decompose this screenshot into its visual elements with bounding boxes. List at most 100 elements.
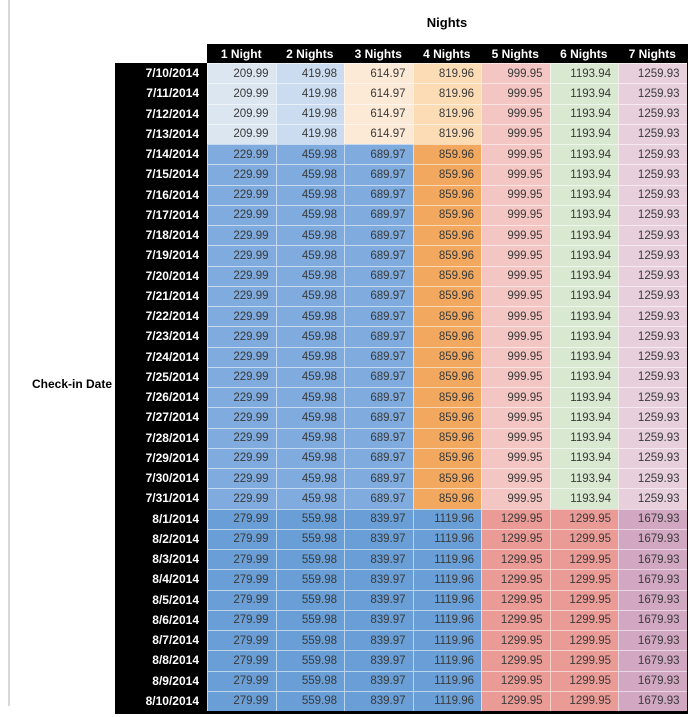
price-cell[interactable]: 559.98: [275, 650, 344, 671]
price-cell[interactable]: 1193.94: [549, 225, 618, 246]
price-cell[interactable]: 279.99: [207, 528, 276, 549]
price-cell[interactable]: 1299.95: [481, 670, 550, 691]
price-cell[interactable]: 859.96: [412, 285, 481, 306]
price-cell[interactable]: 1679.93: [618, 569, 687, 590]
row-date-cell[interactable]: 7/20/2014: [115, 265, 207, 286]
price-cell[interactable]: 1193.94: [549, 164, 618, 185]
price-cell[interactable]: 229.99: [207, 265, 276, 286]
price-cell[interactable]: 229.99: [207, 245, 276, 266]
price-cell[interactable]: 1299.95: [481, 549, 550, 570]
row-date-cell[interactable]: 8/2/2014: [115, 528, 207, 549]
price-cell[interactable]: 689.97: [344, 184, 413, 205]
price-cell[interactable]: 819.96: [412, 63, 481, 84]
price-cell[interactable]: 999.95: [481, 63, 550, 84]
price-cell[interactable]: 1679.93: [618, 630, 687, 651]
price-cell[interactable]: 819.96: [412, 123, 481, 144]
row-date-cell[interactable]: 7/16/2014: [115, 184, 207, 205]
price-cell[interactable]: 1299.95: [481, 528, 550, 549]
price-cell[interactable]: 279.99: [207, 670, 276, 691]
row-date-cell[interactable]: 7/23/2014: [115, 326, 207, 347]
price-cell[interactable]: 839.97: [344, 609, 413, 630]
price-cell[interactable]: 859.96: [412, 245, 481, 266]
price-cell[interactable]: 1259.93: [618, 245, 687, 266]
price-cell[interactable]: 1299.95: [481, 650, 550, 671]
price-cell[interactable]: 229.99: [207, 285, 276, 306]
price-cell[interactable]: 839.97: [344, 650, 413, 671]
price-cell[interactable]: 459.98: [275, 144, 344, 165]
row-date-cell[interactable]: 8/9/2014: [115, 670, 207, 691]
row-date-cell[interactable]: 8/6/2014: [115, 609, 207, 630]
price-cell[interactable]: 999.95: [481, 387, 550, 408]
price-cell[interactable]: 1299.95: [549, 589, 618, 610]
price-cell[interactable]: 1119.96: [412, 670, 481, 691]
price-cell[interactable]: 859.96: [412, 144, 481, 165]
price-cell[interactable]: 1193.94: [549, 204, 618, 225]
column-header-cell[interactable]: 2 Nights: [275, 44, 344, 63]
price-cell[interactable]: 1299.95: [481, 508, 550, 529]
price-cell[interactable]: 1299.95: [481, 589, 550, 610]
price-cell[interactable]: 999.95: [481, 204, 550, 225]
price-cell[interactable]: 459.98: [275, 346, 344, 367]
price-cell[interactable]: 859.96: [412, 225, 481, 246]
price-cell[interactable]: 229.99: [207, 447, 276, 468]
row-date-cell[interactable]: 7/21/2014: [115, 285, 207, 306]
price-cell[interactable]: 689.97: [344, 447, 413, 468]
price-cell[interactable]: 859.96: [412, 407, 481, 428]
price-cell[interactable]: 1119.96: [412, 609, 481, 630]
price-cell[interactable]: 999.95: [481, 407, 550, 428]
price-cell[interactable]: 614.97: [344, 103, 413, 124]
price-cell[interactable]: 1259.93: [618, 63, 687, 84]
price-cell[interactable]: 1299.95: [481, 609, 550, 630]
price-cell[interactable]: 1259.93: [618, 468, 687, 489]
price-cell[interactable]: 1299.95: [549, 670, 618, 691]
price-cell[interactable]: 999.95: [481, 326, 550, 347]
price-cell[interactable]: 1259.93: [618, 346, 687, 367]
price-cell[interactable]: 229.99: [207, 366, 276, 387]
price-cell[interactable]: 419.98: [275, 123, 344, 144]
price-cell[interactable]: 1679.93: [618, 528, 687, 549]
price-cell[interactable]: 689.97: [344, 407, 413, 428]
price-cell[interactable]: 1193.94: [549, 245, 618, 266]
row-date-cell[interactable]: 7/29/2014: [115, 447, 207, 468]
price-cell[interactable]: 1259.93: [618, 144, 687, 165]
price-cell[interactable]: 1193.94: [549, 407, 618, 428]
row-date-cell[interactable]: 7/18/2014: [115, 225, 207, 246]
price-cell[interactable]: 999.95: [481, 468, 550, 489]
price-cell[interactable]: 279.99: [207, 690, 276, 711]
price-cell[interactable]: 999.95: [481, 447, 550, 468]
price-cell[interactable]: 999.95: [481, 488, 550, 509]
price-cell[interactable]: 689.97: [344, 387, 413, 408]
price-cell[interactable]: 279.99: [207, 549, 276, 570]
price-cell[interactable]: 839.97: [344, 549, 413, 570]
price-cell[interactable]: 1679.93: [618, 650, 687, 671]
price-cell[interactable]: 689.97: [344, 204, 413, 225]
price-cell[interactable]: 689.97: [344, 225, 413, 246]
row-date-cell[interactable]: 8/10/2014: [115, 690, 207, 711]
price-cell[interactable]: 559.98: [275, 609, 344, 630]
price-cell[interactable]: 419.98: [275, 63, 344, 84]
price-cell[interactable]: 999.95: [481, 144, 550, 165]
row-date-cell[interactable]: 7/25/2014: [115, 366, 207, 387]
row-date-cell[interactable]: 7/31/2014: [115, 488, 207, 509]
price-cell[interactable]: 279.99: [207, 630, 276, 651]
price-cell[interactable]: 859.96: [412, 468, 481, 489]
price-cell[interactable]: 419.98: [275, 103, 344, 124]
price-cell[interactable]: 1259.93: [618, 123, 687, 144]
price-cell[interactable]: 559.98: [275, 670, 344, 691]
price-cell[interactable]: 999.95: [481, 366, 550, 387]
price-cell[interactable]: 459.98: [275, 204, 344, 225]
row-date-cell[interactable]: 7/12/2014: [115, 103, 207, 124]
price-cell[interactable]: 999.95: [481, 103, 550, 124]
price-cell[interactable]: 1193.94: [549, 326, 618, 347]
price-cell[interactable]: 459.98: [275, 427, 344, 448]
price-cell[interactable]: 1193.94: [549, 123, 618, 144]
price-cell[interactable]: 1679.93: [618, 690, 687, 711]
row-date-cell[interactable]: 7/24/2014: [115, 346, 207, 367]
price-cell[interactable]: 209.99: [207, 63, 276, 84]
row-date-cell[interactable]: 7/28/2014: [115, 427, 207, 448]
price-cell[interactable]: 1119.96: [412, 528, 481, 549]
price-cell[interactable]: 1193.94: [549, 346, 618, 367]
price-cell[interactable]: 689.97: [344, 488, 413, 509]
price-cell[interactable]: 559.98: [275, 508, 344, 529]
row-date-cell[interactable]: 7/11/2014: [115, 83, 207, 104]
